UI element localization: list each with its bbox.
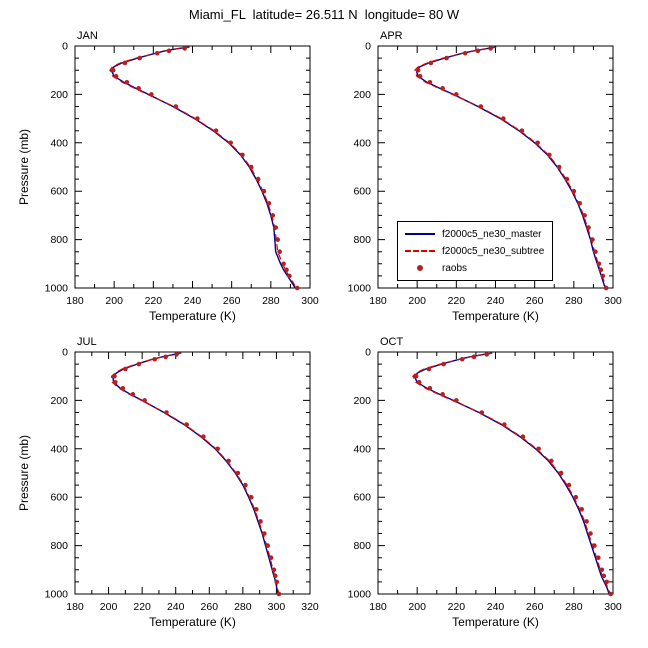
svg-text:300: 300 (301, 295, 319, 307)
svg-text:600: 600 (353, 492, 371, 504)
svg-text:240: 240 (184, 295, 202, 307)
svg-text:220: 220 (133, 601, 151, 613)
svg-text:Pressure (mb): Pressure (mb) (17, 129, 31, 205)
svg-text:320: 320 (301, 601, 319, 613)
svg-text:300: 300 (604, 601, 622, 613)
svg-text:0: 0 (365, 41, 371, 53)
svg-text:400: 400 (50, 443, 68, 455)
svg-text:280: 280 (234, 601, 252, 613)
svg-text:800: 800 (353, 234, 371, 246)
panel-jul: 180 200 220 240 260 280 300 320 0 200 400 600 800 100… (17, 336, 319, 629)
legend-item-subtree: f2000c5_ne30_subtree (405, 243, 544, 259)
svg-text:APR: APR (380, 30, 403, 42)
svg-text:400: 400 (353, 137, 371, 149)
svg-text:Temperature (K): Temperature (K) (452, 309, 539, 323)
svg-text:1000: 1000 (45, 283, 69, 295)
svg-text:240: 240 (487, 295, 505, 307)
svg-text:220: 220 (448, 601, 466, 613)
svg-text:OCT: OCT (380, 336, 404, 348)
legend-item-raobs: raobs (405, 260, 544, 276)
legend-item-master: f2000c5_ne30_master (405, 226, 544, 242)
dot-marker-icon (417, 265, 423, 271)
svg-text:260: 260 (201, 601, 219, 613)
svg-text:280: 280 (262, 295, 280, 307)
svg-text:200: 200 (408, 295, 426, 307)
svg-text:600: 600 (50, 492, 68, 504)
svg-text:200: 200 (353, 89, 371, 101)
svg-text:JAN: JAN (77, 30, 98, 42)
svg-text:180: 180 (369, 295, 387, 307)
svg-text:240: 240 (487, 601, 505, 613)
svg-text:1000: 1000 (45, 589, 69, 601)
svg-text:Temperature (K): Temperature (K) (149, 309, 236, 323)
chart-title: Miami_FL latitude= 26.511 N longitude= 8… (188, 7, 460, 22)
dashed-line-icon (405, 250, 435, 252)
svg-text:0: 0 (62, 41, 68, 53)
svg-text:200: 200 (100, 601, 118, 613)
panel-apr: 180 200 220 240 260 280 300 0 200 400 600 800 1000 AP… (348, 30, 622, 323)
panel-jan: 180 200 220 240 260 280 300 0 200 400 600 800 1000 JA… (17, 30, 319, 323)
svg-text:1000: 1000 (348, 283, 372, 295)
svg-text:220: 220 (448, 295, 466, 307)
svg-text:600: 600 (50, 186, 68, 198)
svg-text:200: 200 (105, 295, 123, 307)
solid-line-icon (405, 233, 435, 235)
svg-text:300: 300 (268, 601, 286, 613)
svg-text:280: 280 (565, 295, 583, 307)
svg-text:400: 400 (50, 137, 68, 149)
svg-text:220: 220 (145, 295, 163, 307)
legend-label-raobs: raobs (442, 262, 468, 274)
svg-text:240: 240 (167, 601, 185, 613)
svg-text:180: 180 (66, 295, 84, 307)
svg-text:200: 200 (408, 601, 426, 613)
svg-text:200: 200 (50, 395, 68, 407)
svg-text:180: 180 (369, 601, 387, 613)
svg-text:Temperature (K): Temperature (K) (149, 615, 236, 629)
svg-text:JUL: JUL (77, 336, 97, 348)
svg-text:0: 0 (365, 347, 371, 359)
svg-text:200: 200 (50, 89, 68, 101)
svg-text:Pressure (mb): Pressure (mb) (17, 435, 31, 511)
svg-text:300: 300 (604, 295, 622, 307)
svg-text:260: 260 (526, 601, 544, 613)
svg-text:800: 800 (50, 234, 68, 246)
svg-text:180: 180 (66, 601, 84, 613)
svg-text:0: 0 (62, 347, 68, 359)
panel-oct: 180 200 220 240 260 280 300 0 200 400 600 800 1000 OC… (348, 336, 622, 629)
legend: f2000c5_ne30_master f2000c5_ne30_subtree… (397, 221, 554, 281)
legend-label-master: f2000c5_ne30_master (442, 228, 542, 240)
svg-text:600: 600 (353, 186, 371, 198)
svg-text:800: 800 (353, 540, 371, 552)
svg-text:260: 260 (223, 295, 241, 307)
svg-text:400: 400 (353, 443, 371, 455)
svg-text:1000: 1000 (348, 589, 372, 601)
svg-text:260: 260 (526, 295, 544, 307)
svg-text:280: 280 (565, 601, 583, 613)
legend-label-subtree: f2000c5_ne30_subtree (442, 245, 545, 257)
svg-text:Temperature (K): Temperature (K) (452, 615, 539, 629)
svg-text:200: 200 (353, 395, 371, 407)
svg-text:800: 800 (50, 540, 68, 552)
